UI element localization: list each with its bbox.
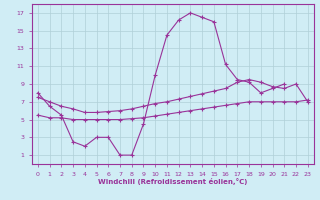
X-axis label: Windchill (Refroidissement éolien,°C): Windchill (Refroidissement éolien,°C) xyxy=(98,178,247,185)
